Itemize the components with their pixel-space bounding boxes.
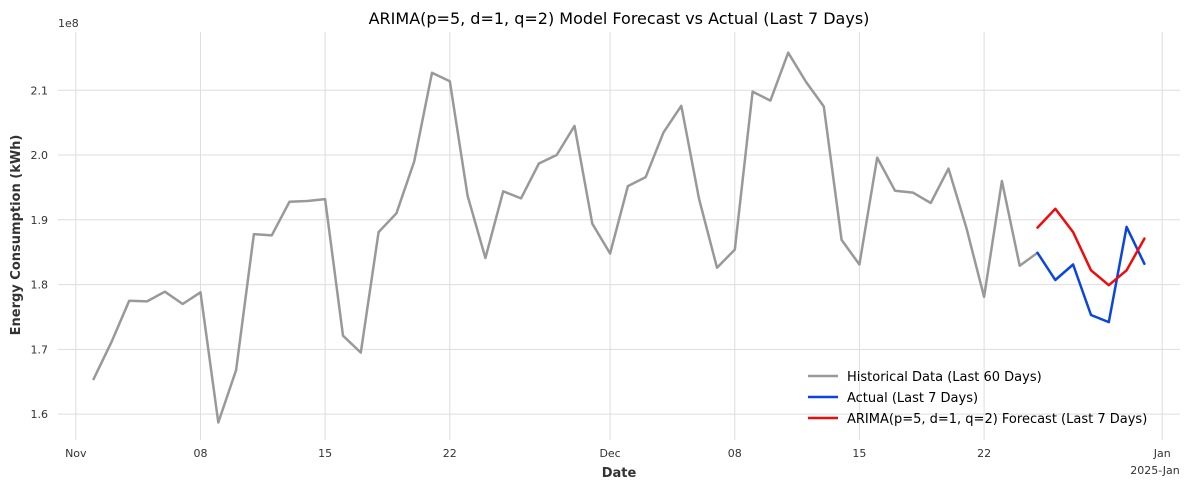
y-tick-label: 1.6 [31,408,49,421]
x-tick-label: 15 [852,447,866,460]
y-tick-label: 1.8 [31,279,49,292]
tick-labels: Nov 08 15 22 Dec 08 15 22 Jan 1.6 1.7 1.8 1.9 2.0 2.1 [31,84,1171,460]
legend: Historical Data (Last 60 Days) Actual (L… [808,370,1147,427]
forecast-line [1036,207,1146,287]
x-tick-label: 08 [193,447,207,460]
x-axis-label: Date [602,466,637,481]
x-tick-label: Nov [65,447,87,460]
x-tick-label: 22 [443,447,457,460]
historical-data-line [92,51,1039,424]
y-tick-label: 2.0 [31,149,49,162]
x-tick-label: Dec [599,447,620,460]
legend-label-actual: Actual (Last 7 Days) [847,391,978,406]
series-lines [92,51,1146,424]
y-tick-label: 1.7 [31,343,49,356]
legend-label-forecast: ARIMA(p=5, d=1, q=2) Forecast (Last 7 Da… [847,412,1147,427]
y-tick-label: 2.1 [31,84,49,97]
actual-line [1036,225,1146,324]
x-tick-label: 22 [977,447,991,460]
y-axis-label: Energy Consumption (kWh) [9,135,24,336]
chart-title: ARIMA(p=5, d=1, q=2) Model Forecast vs A… [369,9,870,28]
y-multiplier-label: 1e8 [58,17,79,30]
x-offset-label: 2025-Jan [1130,464,1180,477]
y-tick-label: 1.9 [31,214,49,227]
legend-label-historical: Historical Data (Last 60 Days) [847,370,1042,385]
x-tick-label: 08 [728,447,742,460]
x-tick-label: Jan [1153,447,1171,460]
x-tick-label: 15 [318,447,332,460]
